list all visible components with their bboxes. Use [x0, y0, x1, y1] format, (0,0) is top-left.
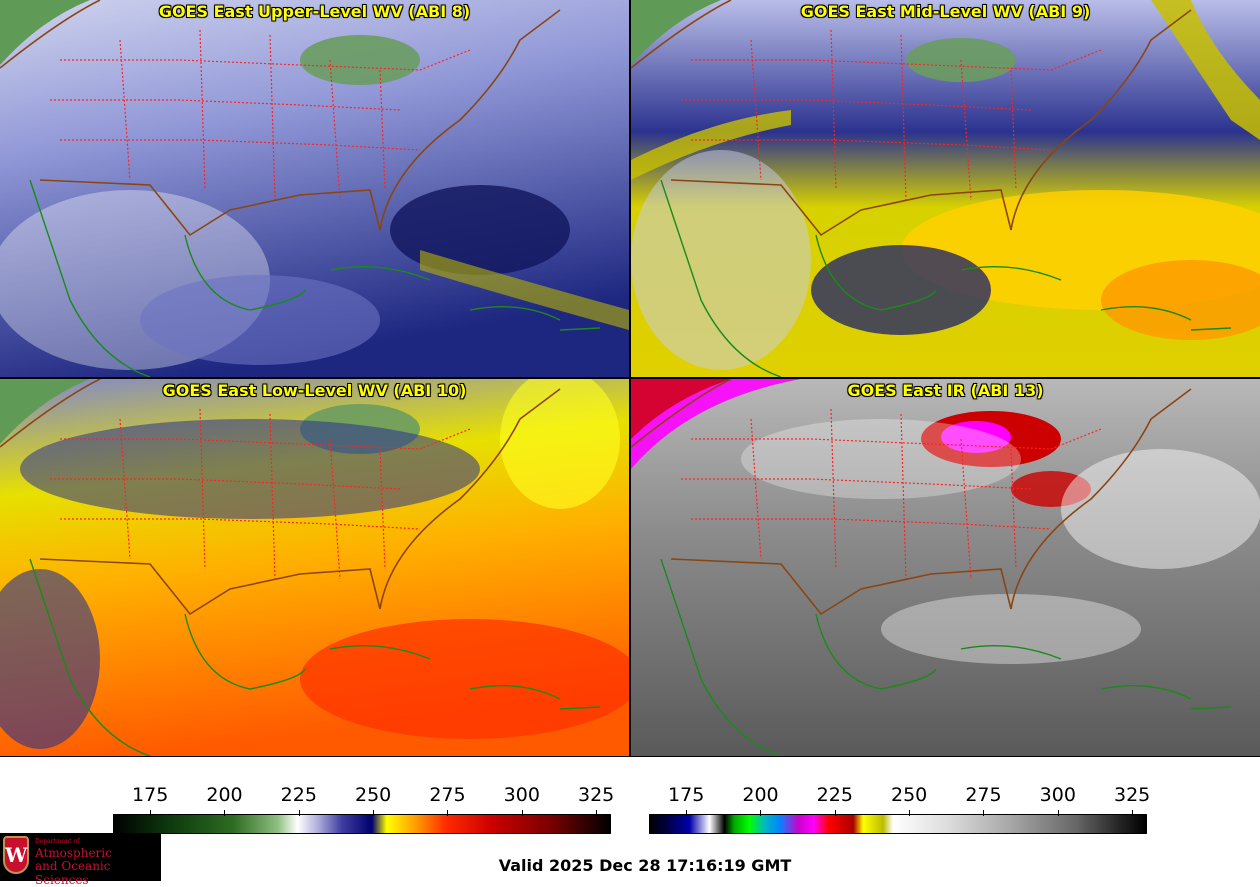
colorbar-tick [909, 810, 911, 816]
colorbar-tick-label: 175 [668, 784, 705, 806]
coastline [660, 558, 1232, 756]
colorbar-tick [1057, 810, 1059, 816]
satellite-image-upper-wv [0, 0, 629, 377]
colorbar-tick [447, 810, 449, 816]
colorbar-gradient [113, 814, 611, 834]
colorbar-tick-label: 175 [132, 784, 169, 806]
colorbar-tick-label: 200 [206, 784, 243, 806]
colorbar-tick-label: 325 [1113, 784, 1151, 806]
image-bottom-border [0, 756, 1260, 757]
colorbar-tick [983, 810, 985, 816]
panel-mid-level-wv: GOES East Mid-Level WV (ABI 9) [631, 0, 1260, 377]
colorbar-gradient [649, 814, 1147, 834]
colorbar-tick [150, 810, 152, 816]
colorbar-ir: 175 200 225 250 275 300 325 [649, 784, 1151, 834]
colorbar-tick-label: 275 [965, 784, 1002, 806]
colorbar-tick [596, 810, 598, 816]
colorbar-tick [224, 810, 226, 816]
satellite-image-mid-wv [631, 0, 1260, 377]
colorbar-tick-label: 225 [280, 784, 317, 806]
colorbar-tick [521, 810, 523, 816]
panel-title: GOES East Low-Level WV (ABI 10) [162, 381, 467, 400]
colorbar-tick-label: 300 [1039, 784, 1076, 806]
colorbar-tick [834, 810, 836, 816]
panel-title: GOES East IR (ABI 13) [847, 381, 1044, 400]
country-borders [631, 379, 1192, 616]
state-borders [50, 408, 471, 580]
logo-dept-text: Department of [35, 838, 80, 845]
panel-low-level-wv: GOES East Low-Level WV (ABI 10) [0, 379, 629, 756]
satellite-image-ir [631, 379, 1260, 756]
state-borders [50, 29, 471, 201]
panel-ir: GOES East IR (ABI 13) [631, 379, 1260, 756]
colorbar-tick-labels: 175 200 225 250 275 300 325 [649, 784, 1151, 810]
uw-crest-icon: W [3, 836, 29, 874]
coastline [660, 179, 1232, 377]
colorbar-tick [1132, 810, 1134, 816]
colorbar-tick-label: 250 [355, 784, 392, 806]
state-borders [681, 408, 1102, 580]
colorbar-tick-labels: 175 200 225 250 275 300 325 [113, 784, 615, 810]
country-borders [631, 0, 1192, 237]
panel-title: GOES East Upper-Level WV (ABI 8) [158, 2, 471, 21]
valid-time: Valid 2025 Dec 28 17:16:19 GMT [498, 856, 792, 875]
country-borders [0, 0, 561, 237]
colorbar-tick-label: 325 [577, 784, 615, 806]
colorbar-tick [298, 810, 300, 816]
colorbar-tick-label: 300 [503, 784, 540, 806]
panel-divider-horizontal [0, 377, 1260, 379]
colorbar-tick [686, 810, 688, 816]
satellite-image-low-wv [0, 379, 629, 756]
colorbar-tick-label: 200 [742, 784, 779, 806]
colorbar-tick [760, 810, 762, 816]
panel-upper-level-wv: GOES East Upper-Level WV (ABI 8) [0, 0, 629, 377]
panel-title: GOES East Mid-Level WV (ABI 9) [800, 2, 1091, 21]
colorbar-wv: 175 200 225 250 275 300 325 [113, 784, 615, 834]
coastline [29, 179, 601, 377]
coastline [29, 558, 601, 756]
country-borders [0, 379, 561, 616]
colorbar-tick-label: 250 [891, 784, 928, 806]
colorbar-tick [373, 810, 375, 816]
state-borders [681, 29, 1102, 201]
colorbar-tick-label: 225 [816, 784, 853, 806]
colorbar-tick-label: 275 [429, 784, 466, 806]
logo-line1: Atmospheric [35, 846, 112, 860]
